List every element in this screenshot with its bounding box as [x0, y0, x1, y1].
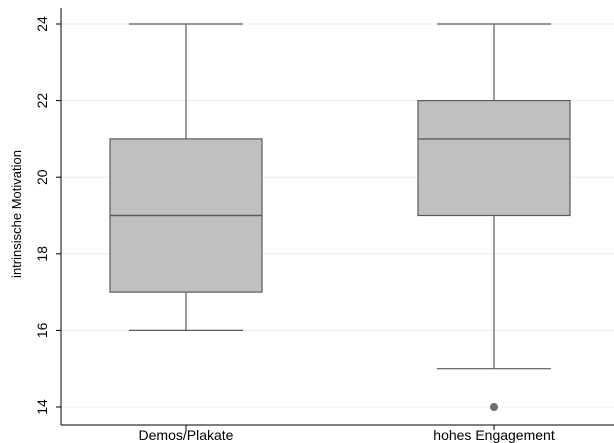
y-axis-title: intrinsische Motivation	[9, 150, 24, 278]
iqr-box	[417, 99, 571, 217]
boxes	[109, 23, 571, 411]
y-tick-label-18: 18	[34, 246, 50, 262]
box-2	[417, 23, 571, 411]
y-tick-label-20: 20	[34, 169, 50, 185]
y-tick-label-22: 22	[34, 93, 50, 109]
outlier-point	[490, 403, 498, 411]
x-category-label-1: Demos/Plakate	[139, 427, 234, 443]
x-category-label-2: hohes Engagement	[433, 427, 555, 443]
y-tick-label-16: 16	[34, 322, 50, 338]
y-tick-label-24: 24	[34, 16, 50, 32]
box-1	[109, 23, 263, 331]
axes: 14 16 18 20 22 24 Demos/Plakate hohes Engagemen…	[34, 8, 614, 443]
y-tick-label-14: 14	[34, 399, 50, 415]
